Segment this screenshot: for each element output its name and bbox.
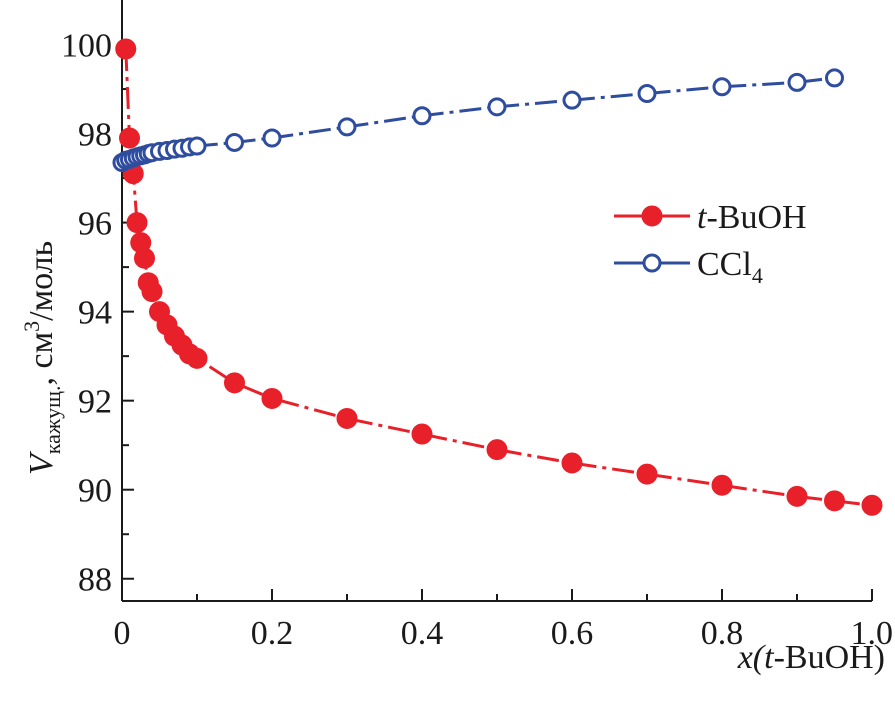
y-tick-label: 100 [61, 28, 112, 65]
x-tick-label: 1.0 [851, 615, 894, 652]
x-tick-label: 0.2 [251, 615, 294, 652]
data-point [141, 281, 163, 303]
legend: t-BuOH CCl4 [614, 199, 807, 288]
y-axis-title-tail: /моль [23, 241, 60, 321]
legend-label-text: -BuOH [706, 199, 806, 236]
x-tick-label: 0.8 [701, 615, 744, 652]
x-tick-label: 0 [114, 615, 131, 652]
data-point [824, 490, 845, 512]
data-point [115, 38, 137, 60]
x-tick-label: 0.4 [401, 615, 444, 652]
data-point [134, 247, 155, 269]
data-point [262, 128, 282, 148]
legend-label-italic: t [697, 199, 708, 236]
data-point [261, 387, 283, 409]
data-point [126, 212, 148, 234]
data-point [861, 494, 883, 516]
x-axis-title-italic: t [764, 639, 775, 676]
y-tick-label: 88 [78, 562, 112, 599]
y-axis-title-sup: 3 [19, 321, 44, 332]
legend-label: t-BuOH [697, 199, 807, 236]
legend-label: CCl4 [697, 246, 763, 288]
y-tick-label: 94 [78, 295, 112, 332]
data-point [636, 463, 658, 485]
y-axis-title-rest: , см [23, 332, 60, 386]
data-point [786, 485, 808, 507]
y-tick-label: 90 [78, 473, 112, 510]
y-axis-title: Vкажущ., см3/моль [19, 241, 65, 475]
series-layer [112, 38, 883, 516]
data-point [186, 347, 208, 369]
x-axis-title-prefix: x( [737, 639, 767, 676]
series-tbuoh [115, 38, 883, 516]
y-axis-title-sub: кажущ. [40, 385, 65, 454]
data-point [711, 474, 733, 496]
series-ccl4 [112, 68, 844, 172]
data-point [337, 117, 357, 137]
legend-marker [642, 253, 662, 273]
x-tick-label: 0.6 [551, 615, 594, 652]
data-point [562, 90, 582, 110]
x-axis-title: x(t-BuOH) [737, 639, 885, 676]
data-point [224, 372, 245, 394]
legend-marker [641, 205, 663, 227]
data-point [787, 72, 807, 92]
axes: 88 90 92 94 96 98 100 0 0.2 0.4 0.6 0.8 1.0 [61, 0, 893, 652]
data-point [825, 68, 844, 88]
data-point [487, 97, 507, 117]
data-point [187, 136, 207, 156]
data-point [637, 83, 657, 103]
legend-label-text: CCl [697, 246, 752, 283]
data-point [336, 407, 358, 429]
data-point [486, 439, 508, 461]
legend-label-subscript: 4 [752, 263, 763, 288]
data-point [561, 452, 583, 474]
data-point [225, 132, 244, 152]
y-tick-label: 96 [78, 206, 112, 243]
x-axis-title-suffix: -BuOH) [774, 639, 885, 676]
data-point [411, 423, 433, 445]
data-point [712, 77, 732, 97]
data-point [412, 106, 432, 126]
data-point [119, 127, 140, 149]
y-tick-label: 92 [78, 384, 112, 421]
y-tick-label: 98 [78, 117, 112, 154]
